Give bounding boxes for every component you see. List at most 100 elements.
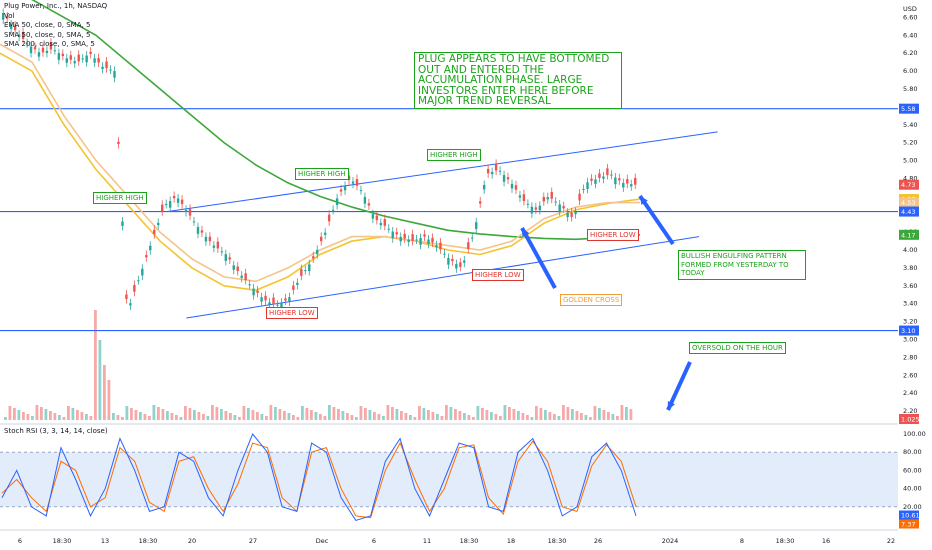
candle-body xyxy=(268,302,271,305)
candle-body xyxy=(586,182,589,189)
horizontal-levels xyxy=(0,108,898,332)
volume-bar xyxy=(139,412,142,420)
candle-body xyxy=(331,209,335,211)
candle-body xyxy=(196,227,200,234)
volume-bar xyxy=(274,407,277,420)
volume-bar xyxy=(215,407,219,420)
volume-bar xyxy=(8,406,12,420)
stoch-k-line xyxy=(1,433,637,522)
candle-body xyxy=(316,249,319,255)
volume-bar xyxy=(629,409,633,420)
candle-body xyxy=(292,285,295,290)
price-badge xyxy=(899,179,919,190)
volume-bar xyxy=(355,417,358,420)
candle-body xyxy=(256,290,259,293)
candle-body xyxy=(606,168,609,176)
candle-body xyxy=(17,34,21,37)
candle-body xyxy=(387,228,390,230)
candle-body xyxy=(25,43,29,45)
volume-bar xyxy=(562,405,565,420)
volume-bar xyxy=(607,412,610,420)
time-tick-label: 27 xyxy=(249,537,257,545)
candle-body xyxy=(383,219,386,226)
higher-high-label-3: HIGHER HIGH xyxy=(427,149,481,161)
candle-body xyxy=(514,185,518,190)
volume-bar xyxy=(314,412,318,420)
price-badge-label: 4.53 xyxy=(901,199,915,207)
stoch-band xyxy=(0,452,898,507)
price-badge-label: 1.025M xyxy=(901,416,925,424)
candle-body xyxy=(228,257,231,260)
volume-bar xyxy=(332,407,336,420)
candle-body xyxy=(37,52,41,57)
volume-bar xyxy=(310,410,313,420)
candle-body xyxy=(145,255,148,258)
volume-bar xyxy=(166,411,169,420)
volume-bar xyxy=(377,414,381,420)
volume-bar xyxy=(512,409,516,420)
price-axis-bg xyxy=(898,0,932,550)
volume-bars xyxy=(4,310,633,420)
candle-body xyxy=(526,203,530,205)
candle-body xyxy=(172,195,176,199)
candle-body xyxy=(486,168,490,174)
candle-body xyxy=(13,25,17,31)
volume-bar xyxy=(269,405,273,420)
candle-body xyxy=(451,258,454,262)
candle-body xyxy=(431,237,434,243)
candle-body xyxy=(443,253,446,255)
volume-bar xyxy=(202,414,205,420)
higher-low-label-2: HIGHER LOW xyxy=(472,269,524,281)
golden-cross-arrow xyxy=(520,227,557,289)
time-tick-label: 20 xyxy=(188,537,196,545)
candle-body xyxy=(506,177,510,180)
volume-bar xyxy=(265,416,268,420)
candle-body xyxy=(427,239,430,244)
candle-body xyxy=(272,297,275,305)
time-tick-label: 11 xyxy=(423,537,431,545)
candle-body xyxy=(538,205,542,211)
volume-bar xyxy=(40,407,43,420)
volume-bar xyxy=(413,417,417,420)
volume-bar xyxy=(566,407,570,420)
legend-sma200[interactable]: SMA 200, close, 0, SMA, 5 xyxy=(4,40,95,48)
candle-body xyxy=(141,268,144,276)
time-tick-label: Dec xyxy=(316,537,329,545)
volume-bar xyxy=(409,415,412,420)
candle-body xyxy=(308,264,311,272)
volume-bar xyxy=(4,417,7,420)
annotation-arrows xyxy=(520,194,692,411)
price-tick-label: 4.00 xyxy=(903,246,917,254)
volume-bar xyxy=(179,417,183,420)
volume-bar xyxy=(130,408,133,420)
sma200-line xyxy=(30,0,641,241)
oversold-label: OVERSOLD ON THE HOUR xyxy=(689,342,786,354)
volume-bar xyxy=(386,405,390,420)
candle-body xyxy=(93,58,96,63)
volume-bar xyxy=(22,412,25,420)
candle-body xyxy=(399,236,402,242)
price-tick-label: 6.20 xyxy=(903,49,917,57)
time-tick-label: 13 xyxy=(101,537,109,545)
candle-body xyxy=(61,53,65,56)
candle-body xyxy=(77,54,80,62)
candle-body xyxy=(542,196,545,202)
volume-bar xyxy=(17,410,21,420)
candle-body xyxy=(81,58,84,60)
candle-body xyxy=(494,163,498,171)
candle-body xyxy=(109,69,112,71)
candle-body xyxy=(208,236,212,242)
volume-bar xyxy=(98,340,102,420)
volume-bar xyxy=(616,416,619,420)
volume-bar xyxy=(161,409,165,420)
price-badge xyxy=(899,206,919,217)
candle-body xyxy=(49,42,53,50)
legend-ema[interactable]: EMA 50, close, 0, SMA, 5 xyxy=(4,21,91,29)
volume-bar xyxy=(458,411,462,420)
legend-sma50[interactable]: SMA 50, close, 0, SMA, 5 xyxy=(4,30,91,39)
candle-body xyxy=(85,55,88,63)
volume-bar xyxy=(436,414,439,420)
stoch-legend[interactable]: Stoch RSI (3, 3, 14, 14, close) xyxy=(4,427,108,435)
candle-body xyxy=(490,171,494,175)
